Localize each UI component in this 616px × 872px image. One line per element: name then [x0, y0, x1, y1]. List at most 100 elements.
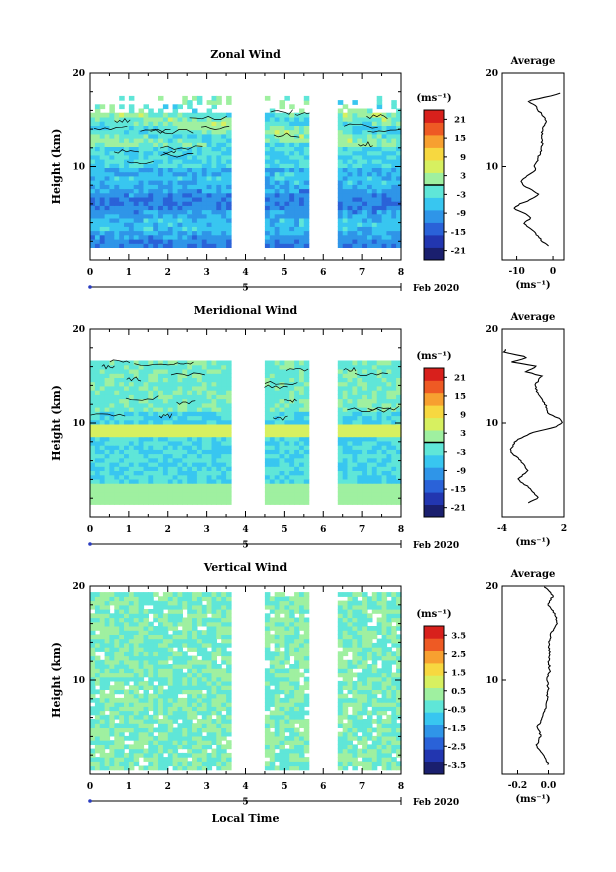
heatmap-cell — [148, 702, 154, 707]
heatmap-cell — [299, 112, 305, 118]
heatmap-cell — [177, 419, 183, 425]
heatmap-cell — [221, 449, 227, 455]
heatmap-cell — [381, 419, 388, 425]
heatmap-cell — [289, 731, 295, 737]
heatmap-cell — [362, 402, 368, 408]
heatmap-cell — [211, 697, 217, 703]
heatmap-cell — [376, 175, 383, 181]
heatmap-cell — [371, 483, 378, 488]
heatmap-cell — [386, 192, 392, 198]
heatmap-cell — [162, 445, 169, 450]
heatmap-cell — [133, 121, 140, 126]
heatmap-cell — [104, 146, 111, 152]
x-tick-label: 5 — [281, 525, 287, 535]
heatmap-cell — [177, 133, 183, 139]
heatmap-cell — [342, 243, 349, 248]
heatmap-cell — [172, 394, 179, 400]
colorbar-segment — [424, 467, 444, 481]
heatmap-cell — [362, 752, 368, 758]
heatmap-cell — [342, 226, 349, 232]
heatmap-cell — [153, 727, 159, 733]
heatmap-cell — [274, 159, 281, 164]
heatmap-cell — [148, 184, 154, 190]
heatmap-cell — [396, 171, 402, 177]
heatmap-cell — [342, 714, 349, 720]
heatmap-cell — [99, 234, 106, 240]
heatmap-cell — [206, 133, 213, 139]
heatmap-cell — [90, 209, 96, 215]
heatmap-cell — [347, 453, 353, 459]
heatmap-cell — [114, 428, 120, 433]
heatmap-cell — [167, 495, 174, 501]
heatmap-cell — [201, 757, 208, 762]
heatmap-cell — [94, 192, 101, 198]
heatmap-cell — [162, 474, 169, 480]
heatmap-cell — [128, 727, 135, 733]
heatmap-cell — [201, 217, 208, 223]
heatmap-cell — [367, 432, 373, 438]
heatmap-cell — [143, 394, 149, 400]
heatmap-cell — [371, 163, 378, 168]
heatmap-cell — [94, 748, 101, 754]
heatmap-cell — [114, 491, 120, 497]
heatmap-cell — [371, 487, 378, 493]
heatmap-cell — [162, 495, 169, 501]
heatmap-cell — [342, 381, 349, 387]
heatmap-cell — [143, 668, 149, 674]
heatmap-cell — [347, 432, 353, 438]
heatmap-cell — [357, 364, 363, 370]
heatmap-cell — [192, 150, 198, 156]
heatmap-cell — [381, 668, 388, 674]
heatmap-cell — [187, 423, 193, 429]
heatmap-cell — [138, 129, 145, 135]
heatmap-cell — [192, 129, 198, 135]
heatmap-cell — [206, 142, 213, 147]
heatmap-cell — [177, 710, 183, 716]
heatmap-cell — [303, 491, 310, 497]
heatmap-cell — [90, 142, 96, 147]
heatmap-cell — [226, 411, 232, 417]
heatmap-cell — [347, 685, 353, 690]
heatmap-cell — [299, 432, 305, 438]
heatmap-cell — [216, 171, 222, 177]
heatmap-cell — [162, 693, 169, 699]
heatmap-cell — [182, 402, 188, 408]
heatmap-cell — [221, 706, 227, 712]
heatmap-cell — [90, 133, 96, 139]
heatmap-cell — [279, 385, 285, 391]
heatmap-cell — [391, 478, 397, 484]
heatmap-cell — [187, 150, 193, 156]
heatmap-cell — [158, 697, 164, 703]
heatmap-cell — [269, 116, 276, 122]
heatmap-cell — [153, 184, 159, 190]
heatmap-cell — [104, 432, 111, 438]
heatmap-cell — [196, 360, 203, 366]
heatmap-cell — [396, 167, 402, 173]
heatmap-cell — [289, 154, 295, 160]
heatmap-cell — [124, 432, 130, 438]
heatmap-cell — [342, 171, 349, 177]
heatmap-cell — [167, 676, 174, 682]
heatmap-cell — [381, 672, 388, 678]
heatmap-cell — [269, 175, 276, 181]
heatmap-cell — [269, 419, 276, 425]
heatmap-cell — [386, 483, 392, 488]
heatmap-cell — [104, 243, 111, 248]
heatmap-cell — [362, 731, 368, 737]
heatmap-cell — [284, 457, 290, 463]
heatmap-cell — [172, 672, 179, 678]
heatmap-cell — [381, 394, 388, 400]
heatmap-cell — [153, 735, 159, 741]
heatmap-cell — [289, 394, 295, 400]
heatmap-cell — [128, 226, 135, 232]
heatmap-cell — [177, 230, 183, 236]
heatmap-cell — [216, 761, 222, 767]
heatmap-cell — [104, 693, 111, 699]
heatmap-cell — [90, 445, 96, 450]
heatmap-cell — [279, 697, 285, 703]
heatmap-cell — [376, 462, 383, 467]
heatmap-cell — [162, 478, 169, 484]
heatmap-cell — [119, 360, 125, 366]
heatmap-cell — [371, 230, 378, 236]
heatmap-cell — [148, 180, 154, 185]
